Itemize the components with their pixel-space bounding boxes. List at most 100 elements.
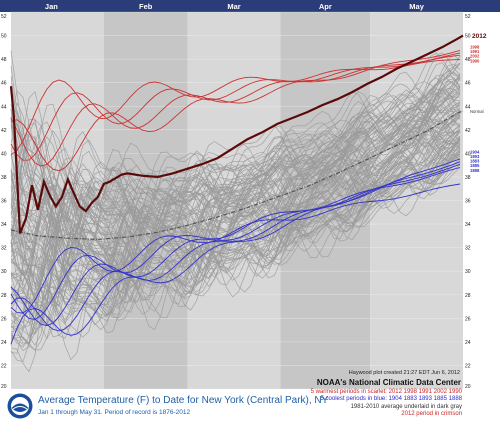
historical-trace <box>10 147 461 328</box>
warm-series-line <box>10 49 461 172</box>
historical-trace <box>10 112 461 273</box>
historical-trace <box>10 50 461 222</box>
chart-title: Average Temperature (F) to Date for New … <box>38 395 329 406</box>
y-tick-label-right: 44 <box>465 104 471 110</box>
legend-notes: 5 warmest periods in scarlet: 2012 1998 … <box>311 389 462 419</box>
label-cool-year: 1904 <box>470 149 480 154</box>
historical-trace <box>10 131 461 338</box>
y-tick-label-left: 34 <box>1 222 7 228</box>
y-tick-label-right: 20 <box>465 384 471 389</box>
historical-trace <box>10 118 461 300</box>
y-tick-label-right: 38 <box>465 175 471 181</box>
historical-trace <box>10 78 461 247</box>
historical-trace <box>10 127 461 327</box>
historical-trace <box>10 55 461 225</box>
y-tick-label-left: 38 <box>1 175 7 181</box>
month-label: Feb <box>139 2 153 11</box>
y-tick-label-right: 46 <box>465 81 471 87</box>
y-tick-label-right: 48 <box>465 57 471 63</box>
label-highlight: 2012 <box>472 33 487 40</box>
footer: Average Temperature (F) to Date for New … <box>0 370 500 424</box>
right-margin <box>463 12 500 389</box>
plot-credit: Haywood plot created 21:27 EDT Jun 6, 20… <box>348 370 460 376</box>
historical-trace <box>10 105 461 302</box>
y-tick-label-left: 32 <box>1 246 7 252</box>
y-tick-label-left: 50 <box>1 34 7 40</box>
y-tick-label-right: 32 <box>465 246 471 252</box>
note-highlight: 2012 period in crimson <box>401 411 462 418</box>
cool-series-line <box>10 183 461 314</box>
temperature-chart: Jan Feb Mar Apr May 20 20 22 22 24 24 26 26 28 28 30 30 3… <box>0 0 500 389</box>
historical-trace <box>10 121 461 325</box>
y-tick-label-right: 36 <box>465 199 471 205</box>
historical-trace <box>10 78 461 251</box>
historical-trace <box>10 54 461 233</box>
left-margin <box>0 12 11 389</box>
y-tick-label-left: 26 <box>1 316 7 322</box>
y-tick-label-left: 36 <box>1 199 7 205</box>
y-tick-label-left: 42 <box>1 128 7 134</box>
y-tick-label-right: 28 <box>465 293 471 299</box>
label-cool-year: 1893 <box>470 154 480 159</box>
y-tick-label-right: 52 <box>465 14 471 20</box>
historical-trace <box>10 118 461 307</box>
historical-trace <box>10 146 461 339</box>
historical-trace <box>10 77 461 215</box>
y-tick-label-right: 50 <box>465 34 471 40</box>
cool-series-line <box>10 167 461 320</box>
normal-line <box>10 110 464 241</box>
historical-trace <box>10 140 461 361</box>
label-cool-year: 1883 <box>470 159 480 164</box>
highlighted-series <box>9 34 464 345</box>
historical-trace <box>10 135 461 335</box>
agency-name: NOAA's National Climatic Data Center <box>316 378 461 387</box>
label-warm-year: 2002 <box>470 54 480 59</box>
label-warm-year: 1990 <box>470 58 480 63</box>
y-tick-label-left: 24 <box>1 340 7 346</box>
y-tick-label-left: 30 <box>1 269 7 275</box>
historical-trace <box>10 62 461 241</box>
y-tick-label-left: 40 <box>1 151 7 157</box>
note-warmest: 5 warmest periods in scarlet: 2012 1998 … <box>310 389 462 395</box>
month-label: May <box>409 2 424 11</box>
historical-trace <box>10 156 461 348</box>
y-tick-label-left: 28 <box>1 293 7 299</box>
y-tick-label-left: 52 <box>1 14 7 20</box>
historical-trace <box>10 63 461 211</box>
warm-series-line <box>10 54 461 161</box>
label-cool-year: 1888 <box>470 168 480 173</box>
axes: Jan Feb Mar Apr May 20 20 22 22 24 24 26 26 28 28 30 30 3… <box>1 2 471 389</box>
y-tick-label-left: 44 <box>1 104 7 110</box>
cool-series-line <box>10 163 461 327</box>
note-coolest: 5 coolest periods in blue: 1904 1883 189… <box>320 396 462 403</box>
historical-trace <box>10 63 461 206</box>
historical-trace <box>10 102 461 253</box>
month-header <box>0 0 500 12</box>
y-tick-label-right: 24 <box>465 340 471 346</box>
chart-subtitle: Jan 1 through May 31. Period of record i… <box>38 409 191 416</box>
y-tick-label-left: 20 <box>1 384 7 389</box>
label-normal: Normal <box>470 109 484 114</box>
y-tick-label-left: 48 <box>1 57 7 63</box>
historical-trace <box>10 142 461 330</box>
label-warm-year: 1998 <box>470 45 480 50</box>
historical-trace <box>10 89 461 264</box>
historical-trace <box>10 144 461 344</box>
historical-trace <box>10 95 461 276</box>
y-tick-label-right: 42 <box>465 128 471 134</box>
month-label: Mar <box>227 2 240 11</box>
y-tick-label-right: 22 <box>465 363 471 369</box>
y-tick-label-left: 22 <box>1 363 7 369</box>
label-cool-year: 1885 <box>470 163 480 168</box>
warm-series-line <box>10 59 461 156</box>
note-normal: 1981-2010 average underlaid in dark gray <box>350 403 462 410</box>
label-warm-year: 1991 <box>470 49 480 54</box>
historical-trace <box>10 149 461 316</box>
historical-trace <box>10 130 461 313</box>
month-label: Apr <box>319 2 332 11</box>
month-label: Jan <box>45 2 58 11</box>
historical-trace <box>10 91 461 229</box>
historical-trace <box>10 90 461 268</box>
historical-trace <box>10 120 461 314</box>
y-tick-label-right: 26 <box>465 316 471 322</box>
